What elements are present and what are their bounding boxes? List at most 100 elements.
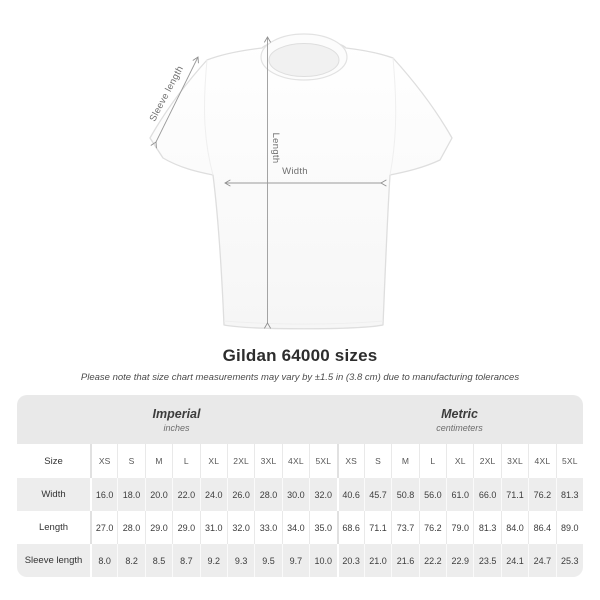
cell: 26.0 xyxy=(226,478,254,511)
cell: 22.9 xyxy=(446,544,473,577)
cell: 81.3 xyxy=(473,511,500,544)
cell: 66.0 xyxy=(473,478,500,511)
cell: 29.0 xyxy=(172,511,199,544)
size-col-header: 5XL xyxy=(555,444,583,478)
cell: 25.3 xyxy=(555,544,583,577)
cell: 24.0 xyxy=(199,478,227,511)
cell: 8.0 xyxy=(90,544,117,577)
size-col-header: M xyxy=(144,444,172,478)
cell: 24.7 xyxy=(528,544,555,577)
metric-header: Metric centimeters xyxy=(336,395,583,444)
corner-header-size: Size xyxy=(44,455,63,467)
tshirt-body xyxy=(149,39,453,330)
metric-sublabel: centimeters xyxy=(436,422,483,433)
cell: 23.5 xyxy=(473,544,500,577)
size-col-header: M xyxy=(391,444,418,478)
size-col-header: XS xyxy=(336,444,364,478)
cell: 10.0 xyxy=(309,544,336,577)
size-col-header: 2XL xyxy=(473,444,500,478)
imperial-header: Imperial inches xyxy=(17,395,336,444)
size-col-header: L xyxy=(418,444,446,478)
cell: 45.7 xyxy=(363,478,391,511)
cell: 21.6 xyxy=(391,544,418,577)
cell: 9.2 xyxy=(199,544,227,577)
size-col-header: 5XL xyxy=(309,444,336,478)
cell: 21.0 xyxy=(363,544,391,577)
imperial-label: Imperial xyxy=(152,406,201,421)
size-col-header: 4XL xyxy=(281,444,309,478)
cell: 28.0 xyxy=(254,478,281,511)
cell: 24.1 xyxy=(500,544,528,577)
cell: 81.3 xyxy=(555,478,583,511)
sleeve-length-arrow xyxy=(150,56,199,149)
cell: 56.0 xyxy=(418,478,446,511)
table-row-sleeve-length: Sleeve length 8.0 8.2 8.5 8.7 9.2 9.3 9.… xyxy=(17,544,583,577)
cell: 27.0 xyxy=(90,511,117,544)
size-col-header: 4XL xyxy=(528,444,555,478)
cell: 61.0 xyxy=(446,478,473,511)
cell: 22.2 xyxy=(418,544,446,577)
cell: 71.1 xyxy=(500,478,528,511)
cell: 40.6 xyxy=(336,478,364,511)
tshirt-diagram: Sleeve length Length Width xyxy=(95,8,505,348)
size-col-header: XL xyxy=(199,444,227,478)
table-header-row: Size XS S M L XL 2XL 3XL 4XL 5XL XS S M … xyxy=(17,444,583,478)
cell: 33.0 xyxy=(254,511,281,544)
left-sleeve-seam xyxy=(204,59,214,176)
cell: 34.0 xyxy=(281,511,309,544)
cell: 20.0 xyxy=(144,478,172,511)
cell: 50.8 xyxy=(391,478,418,511)
cell: 9.3 xyxy=(226,544,254,577)
cell: 8.2 xyxy=(117,544,144,577)
cell: 71.1 xyxy=(363,511,391,544)
cell: 8.7 xyxy=(172,544,199,577)
collar-opening xyxy=(268,43,340,77)
cell: 22.0 xyxy=(172,478,199,511)
cell: 84.0 xyxy=(500,511,528,544)
cell: 9.7 xyxy=(281,544,309,577)
right-sleeve-seam xyxy=(389,57,397,176)
cell: 20.3 xyxy=(336,544,364,577)
cell: 16.0 xyxy=(90,478,117,511)
hem-seam xyxy=(223,320,384,325)
cell: 9.5 xyxy=(254,544,281,577)
size-col-header: 2XL xyxy=(226,444,254,478)
table-row-length: Length 27.0 28.0 29.0 29.0 31.0 32.0 33.… xyxy=(17,511,583,544)
cell: 35.0 xyxy=(309,511,336,544)
size-col-header: S xyxy=(117,444,144,478)
cell: 29.0 xyxy=(144,511,172,544)
size-col-header: S xyxy=(363,444,391,478)
table-row-width: Width 16.0 18.0 20.0 22.0 24.0 26.0 28.0… xyxy=(17,478,583,511)
length-label: Length xyxy=(270,133,281,164)
row-label: Sleeve length xyxy=(24,555,83,566)
size-col-header: 3XL xyxy=(500,444,528,478)
size-col-header: 3XL xyxy=(254,444,281,478)
tshirt-illustration: Sleeve length Length Width xyxy=(148,33,453,330)
size-col-header: XL xyxy=(446,444,473,478)
tolerance-note: Please note that size chart measurements… xyxy=(80,372,520,383)
row-label: Width xyxy=(41,489,66,500)
cell: 89.0 xyxy=(555,511,583,544)
cell: 30.0 xyxy=(281,478,309,511)
cell: 76.2 xyxy=(528,478,555,511)
cell: 86.4 xyxy=(528,511,555,544)
cell: 31.0 xyxy=(199,511,227,544)
width-label: Width xyxy=(282,166,308,177)
cell: 8.5 xyxy=(144,544,172,577)
cell: 79.0 xyxy=(446,511,473,544)
size-col-header: L xyxy=(172,444,199,478)
cell: 32.0 xyxy=(226,511,254,544)
row-label: Length xyxy=(38,522,69,533)
size-col-header: XS xyxy=(90,444,117,478)
cell: 32.0 xyxy=(309,478,336,511)
size-table: Imperial inches Metric centimeters Size … xyxy=(17,395,583,577)
units-header-band: Imperial inches Metric centimeters xyxy=(17,395,583,444)
page-title: Gildan 64000 sizes xyxy=(222,346,378,365)
imperial-sublabel: inches xyxy=(163,422,190,433)
cell: 73.7 xyxy=(391,511,418,544)
cell: 76.2 xyxy=(418,511,446,544)
cell: 18.0 xyxy=(117,478,144,511)
cell: 28.0 xyxy=(117,511,144,544)
metric-label: Metric xyxy=(441,406,478,421)
